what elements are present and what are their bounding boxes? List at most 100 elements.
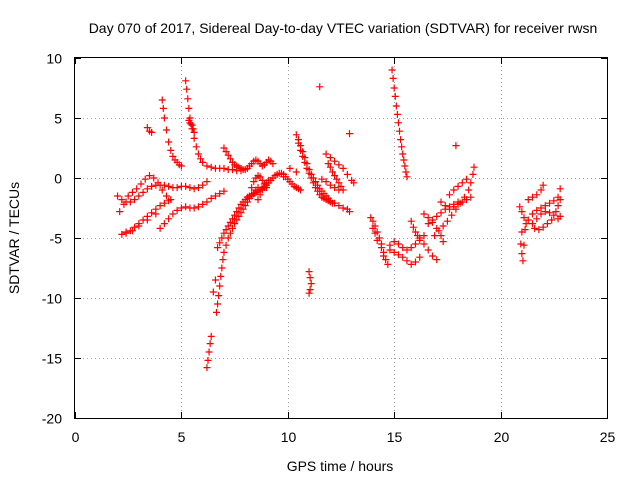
- y-tick-label: -10: [42, 291, 62, 307]
- data-point: [188, 121, 196, 129]
- data-point: [521, 226, 529, 234]
- data-point: [156, 202, 164, 210]
- plot-frame: [74, 57, 608, 419]
- data-point: [143, 216, 151, 224]
- data-point: [398, 143, 406, 151]
- data-point: [335, 186, 343, 194]
- data-point: [152, 210, 160, 218]
- data-point: [469, 170, 477, 178]
- data-point: [537, 186, 545, 194]
- data-point: [322, 178, 330, 186]
- data-point: [224, 234, 232, 242]
- data-point: [524, 216, 532, 224]
- data-point: [531, 224, 539, 232]
- data-point: [429, 252, 437, 260]
- data-point: [307, 174, 315, 182]
- data-point: [204, 356, 212, 364]
- data-point: [220, 187, 228, 195]
- data-point: [394, 240, 402, 248]
- data-point: [396, 127, 404, 135]
- data-point: [213, 308, 221, 316]
- data-point: [126, 198, 134, 206]
- data-point: [165, 182, 173, 190]
- data-point: [403, 246, 411, 254]
- data-point: [217, 272, 225, 280]
- data-point: [265, 176, 273, 184]
- data-point: [226, 218, 234, 226]
- y-axis-ticks: -20 -15 -10 -5 0 5 10: [42, 51, 607, 427]
- data-point: [424, 246, 432, 254]
- data-point: [416, 234, 424, 242]
- data-point: [235, 204, 243, 212]
- data-point: [158, 96, 166, 104]
- data-point: [237, 209, 245, 217]
- data-point: [211, 192, 219, 200]
- data-point: [401, 162, 409, 170]
- data-point: [322, 150, 330, 158]
- data-point: [301, 158, 309, 166]
- data-point: [160, 181, 168, 189]
- data-point: [186, 184, 194, 192]
- data-point: [400, 156, 408, 164]
- data-point: [454, 200, 462, 208]
- data-point: [533, 191, 541, 199]
- data-point: [407, 260, 415, 268]
- data-point: [226, 229, 234, 237]
- data-point: [224, 222, 232, 230]
- data-point: [369, 217, 377, 225]
- data-point: [309, 179, 317, 187]
- data-point: [214, 244, 222, 252]
- data-point: [522, 220, 530, 228]
- data-point: [222, 226, 230, 234]
- data-point: [235, 212, 243, 220]
- data-point: [311, 184, 319, 192]
- data-point: [556, 185, 564, 193]
- data-point: [150, 174, 158, 182]
- data-point: [118, 196, 126, 204]
- data-point: [450, 203, 458, 211]
- data-point: [446, 205, 454, 213]
- data-point: [169, 152, 177, 160]
- data-point: [294, 139, 302, 147]
- data-point: [228, 215, 236, 223]
- data-point: [318, 175, 326, 183]
- data-point: [177, 162, 185, 170]
- data-point: [399, 150, 407, 158]
- data-point: [139, 188, 147, 196]
- data-point: [517, 240, 525, 248]
- data-point: [222, 241, 230, 249]
- data-point: [399, 244, 407, 252]
- data-point: [431, 232, 439, 240]
- data-point: [260, 182, 268, 190]
- data-point: [190, 204, 198, 212]
- data-point: [114, 192, 122, 200]
- data-point: [394, 251, 402, 259]
- data-point: [185, 104, 193, 112]
- data-point: [533, 206, 541, 214]
- data-point: [429, 218, 437, 226]
- data-point: [222, 148, 230, 156]
- data-point: [219, 256, 227, 264]
- data-point: [258, 176, 266, 184]
- data-point: [228, 224, 236, 232]
- data-point: [206, 340, 214, 348]
- data-point: [407, 244, 415, 252]
- data-point: [424, 214, 432, 222]
- data-point: [402, 168, 410, 176]
- y-tick-label: -15: [42, 351, 62, 367]
- data-point: [391, 92, 399, 100]
- data-point: [197, 155, 205, 163]
- data-point: [145, 172, 153, 180]
- data-point: [324, 160, 332, 168]
- data-point: [399, 253, 407, 261]
- data-point: [203, 178, 211, 186]
- data-point: [529, 220, 537, 228]
- data-point: [435, 227, 443, 235]
- data-point: [297, 186, 305, 194]
- data-point: [524, 196, 532, 204]
- data-point: [169, 210, 177, 218]
- data-point: [450, 186, 458, 194]
- data-point: [441, 202, 449, 210]
- data-point: [393, 110, 401, 118]
